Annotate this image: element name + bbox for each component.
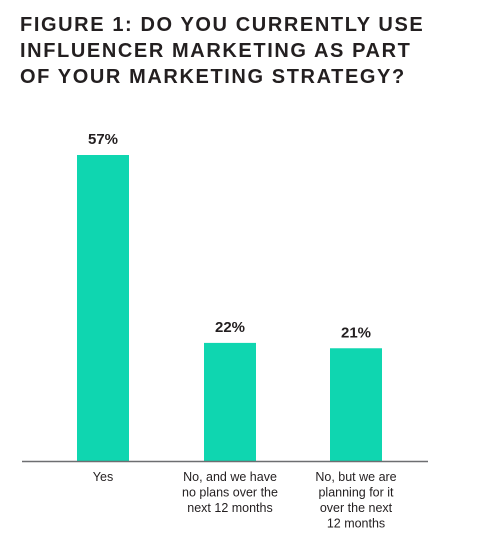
chart-title: FIGURE 1: DO YOU CURRENTLY USE INFLUENCE… bbox=[20, 12, 490, 90]
value-label-1: 57% bbox=[88, 131, 118, 148]
category-label-2-line-1: No, and we have bbox=[183, 470, 277, 484]
category-label-3-line-1: No, but we are bbox=[315, 470, 396, 484]
chart-title-line-3: OF YOUR MARKETING STRATEGY? bbox=[20, 66, 406, 88]
bar-3 bbox=[330, 348, 382, 461]
category-label-2-line-2: no plans over the bbox=[182, 486, 278, 500]
category-label-1-line-1: Yes bbox=[93, 470, 113, 484]
chart-title-line-1: FIGURE 1: DO YOU CURRENTLY USE bbox=[20, 14, 425, 36]
category-label-3-line-2: planning for it bbox=[318, 486, 394, 500]
category-label-3-line-4: 12 months bbox=[327, 517, 385, 531]
bar-1 bbox=[77, 155, 129, 461]
chart-title-line-2: INFLUENCER MARKETING AS PART bbox=[20, 40, 412, 62]
bar-2 bbox=[204, 342, 256, 461]
value-label-2: 22% bbox=[215, 319, 245, 336]
value-label-3: 21% bbox=[341, 324, 371, 341]
category-label-2-line-3: next 12 months bbox=[187, 501, 272, 515]
category-label-3-line-3: over the next bbox=[320, 501, 393, 515]
